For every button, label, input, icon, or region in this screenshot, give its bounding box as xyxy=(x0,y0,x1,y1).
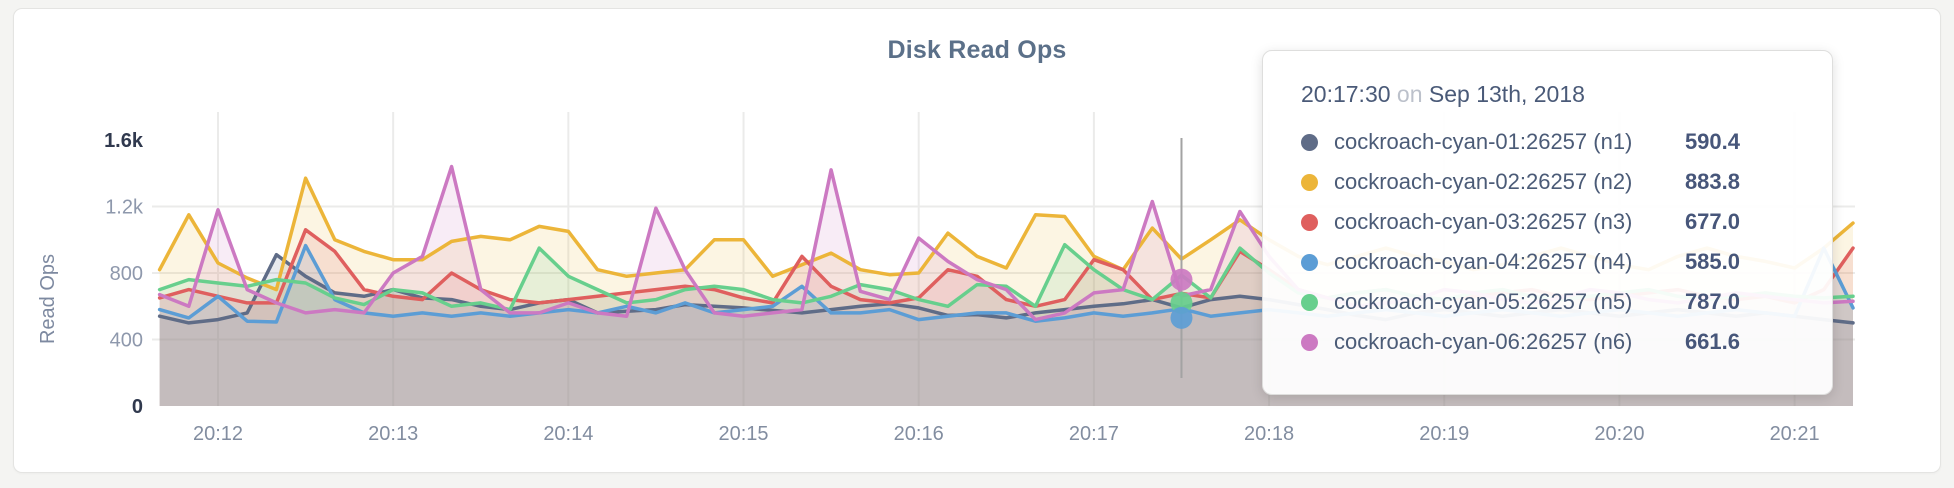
x-tick-label: 20:14 xyxy=(543,423,593,445)
series-value: 787.0 xyxy=(1684,289,1740,314)
series-value: 883.8 xyxy=(1684,169,1740,194)
x-tick-label: 20:19 xyxy=(1419,423,1469,445)
x-tick-label: 20:13 xyxy=(368,423,418,445)
x-tick-label: 20:21 xyxy=(1770,423,1820,445)
tooltip-timestamp: 20:17:30 on Sep 13th, 2018 xyxy=(1301,81,1740,108)
hover-dot[interactable] xyxy=(1170,306,1193,329)
series-dot-n5 xyxy=(1301,293,1318,311)
hover-dot[interactable] xyxy=(1170,268,1193,291)
series-dot-n4 xyxy=(1301,253,1318,271)
series-label: cockroach-cyan-04:26257 (n4) xyxy=(1334,249,1633,274)
tooltip-row: cockroach-cyan-03:26257 (n3) 677.0 xyxy=(1301,202,1740,242)
series-value: 661.6 xyxy=(1684,329,1740,354)
tooltip-row: cockroach-cyan-01:26257 (n1) 590.4 xyxy=(1301,122,1740,162)
series-label: cockroach-cyan-06:26257 (n6) xyxy=(1334,329,1633,354)
series-label: cockroach-cyan-05:26257 (n5) xyxy=(1334,289,1633,314)
series-dot-n6 xyxy=(1301,333,1318,351)
x-tick-label: 20:15 xyxy=(718,423,768,445)
tooltip-row: cockroach-cyan-04:26257 (n4) 585.0 xyxy=(1301,242,1740,282)
tooltip-date: Sep 13th, 2018 xyxy=(1428,81,1585,107)
x-tick-label: 20:20 xyxy=(1594,423,1644,445)
y-tick-label: 800 xyxy=(110,263,143,285)
series-label: cockroach-cyan-01:26257 (n1) xyxy=(1334,129,1633,154)
series-value: 585.0 xyxy=(1684,249,1740,274)
y-tick-label: 0 xyxy=(132,396,143,418)
tooltip-row: cockroach-cyan-05:26257 (n5) 787.0 xyxy=(1301,282,1740,322)
series-dot-n3 xyxy=(1301,213,1318,231)
x-tick-label: 20:18 xyxy=(1244,423,1294,445)
series-label: cockroach-cyan-02:26257 (n2) xyxy=(1334,169,1633,194)
y-tick-label: 400 xyxy=(110,330,143,352)
y-tick-label: 1.6k xyxy=(104,130,144,152)
series-dot-n1 xyxy=(1301,133,1318,151)
chart-title: Disk Read Ops xyxy=(887,36,1067,64)
tooltip-row: cockroach-cyan-02:26257 (n2) 883.8 xyxy=(1301,162,1740,202)
series-label: cockroach-cyan-03:26257 (n3) xyxy=(1334,209,1633,234)
tooltip-connector: on xyxy=(1396,81,1423,107)
y-axis-title: Read Ops xyxy=(37,254,59,344)
series-value: 590.4 xyxy=(1684,129,1740,154)
series-dot-n2 xyxy=(1301,173,1318,191)
tooltip-time: 20:17:30 xyxy=(1301,81,1391,107)
hover-tooltip: 20:17:30 on Sep 13th, 2018 cockroach-cya… xyxy=(1262,50,1833,395)
y-tick-label: 1.2k xyxy=(105,197,144,219)
x-tick-label: 20:17 xyxy=(1069,423,1119,445)
series-value: 677.0 xyxy=(1684,209,1740,234)
x-tick-label: 20:16 xyxy=(894,423,944,445)
tooltip-row: cockroach-cyan-06:26257 (n6) 661.6 xyxy=(1301,322,1740,362)
x-tick-label: 20:12 xyxy=(193,423,243,445)
